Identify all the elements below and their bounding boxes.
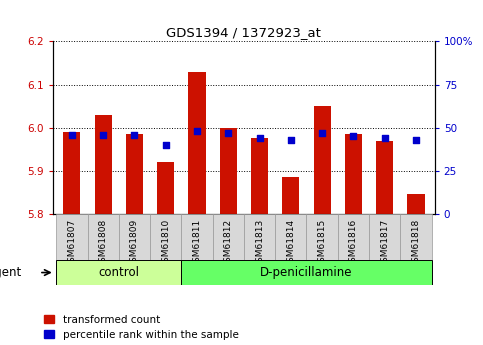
Point <box>350 134 357 139</box>
Point <box>256 135 263 141</box>
Bar <box>376 141 393 214</box>
Point <box>162 142 170 148</box>
Legend: transformed count, percentile rank within the sample: transformed count, percentile rank withi… <box>44 315 239 340</box>
Bar <box>56 260 181 285</box>
Bar <box>338 214 369 260</box>
Text: GSM61811: GSM61811 <box>193 219 201 268</box>
Bar <box>188 72 206 214</box>
Bar <box>87 214 119 260</box>
Bar <box>56 214 87 260</box>
Bar <box>369 214 400 260</box>
Bar <box>313 106 331 214</box>
Point <box>193 128 201 134</box>
Bar <box>181 214 213 260</box>
Text: GSM61814: GSM61814 <box>286 219 295 268</box>
Point <box>130 132 138 137</box>
Point <box>99 132 107 137</box>
Point <box>287 137 295 142</box>
Bar <box>119 214 150 260</box>
Text: control: control <box>99 266 139 279</box>
Text: GSM61808: GSM61808 <box>99 219 108 268</box>
Text: D-penicillamine: D-penicillamine <box>260 266 353 279</box>
Point <box>412 137 420 142</box>
Bar <box>251 138 268 214</box>
Bar <box>126 134 143 214</box>
Bar <box>407 195 425 214</box>
Text: GSM61815: GSM61815 <box>318 219 327 268</box>
Bar <box>244 214 275 260</box>
Bar <box>275 214 307 260</box>
Bar <box>345 134 362 214</box>
Bar <box>213 214 244 260</box>
Bar <box>150 214 181 260</box>
Bar <box>400 214 432 260</box>
Text: GSM61817: GSM61817 <box>380 219 389 268</box>
Bar <box>220 128 237 214</box>
Point <box>381 135 388 141</box>
Bar <box>63 132 81 214</box>
Bar <box>157 162 174 214</box>
Bar <box>307 214 338 260</box>
Bar <box>282 177 299 214</box>
Point <box>318 130 326 136</box>
Text: GSM61812: GSM61812 <box>224 219 233 268</box>
Bar <box>95 115 112 214</box>
Text: agent: agent <box>0 266 22 279</box>
Text: GSM61813: GSM61813 <box>255 219 264 268</box>
Bar <box>181 260 432 285</box>
Text: GSM61810: GSM61810 <box>161 219 170 268</box>
Text: GSM61818: GSM61818 <box>412 219 420 268</box>
Text: GSM61816: GSM61816 <box>349 219 358 268</box>
Text: GSM61809: GSM61809 <box>130 219 139 268</box>
Title: GDS1394 / 1372923_at: GDS1394 / 1372923_at <box>167 26 321 39</box>
Point <box>225 130 232 136</box>
Point <box>68 132 76 137</box>
Text: GSM61807: GSM61807 <box>68 219 76 268</box>
